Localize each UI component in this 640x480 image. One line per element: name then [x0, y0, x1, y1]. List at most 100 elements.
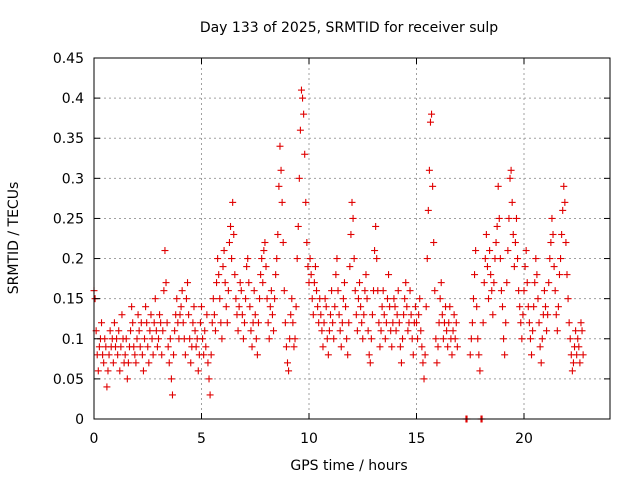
data-point	[350, 255, 358, 263]
data-point	[162, 279, 170, 287]
data-point	[334, 287, 342, 295]
data-point	[357, 303, 365, 311]
data-point	[228, 255, 236, 263]
data-point	[415, 311, 423, 319]
data-point	[151, 295, 159, 303]
x-tick-label: 15	[408, 431, 426, 447]
data-point	[332, 271, 340, 279]
data-point	[230, 230, 238, 238]
data-point	[345, 319, 353, 327]
data-point	[511, 239, 519, 247]
data-point	[413, 319, 420, 327]
data-point	[437, 279, 445, 287]
data-point	[201, 327, 209, 335]
data-point	[453, 343, 461, 351]
data-point	[208, 319, 216, 327]
data-point	[161, 247, 169, 255]
data-point	[191, 327, 199, 335]
data-point	[142, 303, 150, 311]
data-point	[352, 311, 360, 319]
data-point	[136, 343, 144, 351]
data-point	[310, 279, 318, 287]
data-point	[578, 327, 586, 335]
data-point	[223, 319, 231, 327]
data-point	[109, 359, 117, 367]
data-point	[114, 351, 122, 359]
data-point	[568, 367, 576, 375]
data-point	[446, 303, 454, 311]
data-point	[394, 287, 402, 295]
data-point	[289, 319, 297, 327]
data-point	[238, 311, 246, 319]
data-point	[308, 295, 316, 303]
data-point	[173, 295, 181, 303]
data-point	[382, 319, 390, 327]
data-point	[548, 214, 556, 222]
axis-ticks	[93, 57, 610, 420]
data-point	[171, 327, 179, 335]
data-point	[133, 335, 141, 343]
data-point	[275, 182, 283, 190]
data-point	[344, 351, 352, 359]
data-point	[116, 367, 124, 375]
data-point	[199, 335, 207, 343]
data-point	[547, 239, 555, 247]
data-point	[339, 295, 347, 303]
data-point	[143, 319, 151, 327]
data-point	[182, 295, 190, 303]
data-point	[550, 263, 558, 271]
data-point	[354, 295, 362, 303]
data-point	[577, 319, 585, 327]
data-point	[256, 295, 264, 303]
data-point	[487, 271, 495, 279]
data-point	[372, 222, 380, 230]
data-point	[333, 255, 341, 263]
data-point	[488, 287, 496, 295]
data-point	[338, 319, 346, 327]
data-point	[534, 295, 542, 303]
data-point	[303, 239, 311, 247]
data-points	[90, 86, 587, 423]
data-point	[512, 214, 520, 222]
data-point	[348, 198, 356, 206]
data-point	[294, 222, 302, 230]
data-point	[313, 287, 321, 295]
data-point	[505, 214, 513, 222]
data-point	[168, 391, 176, 399]
data-point	[554, 303, 562, 311]
data-point	[471, 271, 479, 279]
y-tick-label: 0.35	[53, 131, 84, 147]
data-point	[504, 247, 512, 255]
data-point	[141, 335, 149, 343]
data-point	[540, 287, 548, 295]
data-point	[311, 263, 319, 271]
data-point	[403, 303, 411, 311]
data-point	[389, 319, 397, 327]
data-point	[360, 311, 368, 319]
data-point	[196, 319, 204, 327]
data-point	[200, 351, 208, 359]
data-point	[519, 311, 527, 319]
data-point	[247, 327, 255, 335]
data-point	[531, 279, 539, 287]
data-point	[506, 174, 514, 182]
data-point	[246, 303, 254, 311]
y-tick-label: 0.15	[53, 292, 84, 308]
data-point	[319, 343, 327, 351]
data-point	[342, 303, 350, 311]
data-point	[302, 198, 310, 206]
data-point	[139, 367, 147, 375]
data-point	[502, 319, 510, 327]
data-point	[479, 319, 487, 327]
data-point	[245, 279, 253, 287]
data-point	[543, 327, 551, 335]
data-point	[428, 110, 436, 118]
data-point	[265, 335, 273, 343]
data-point	[364, 327, 372, 335]
data-point	[530, 303, 538, 311]
data-point	[134, 311, 142, 319]
y-tick-labels: 0 0.05 0.1 0.15 0.2 0.25 0.3 0.35 0.4 0.45	[53, 51, 84, 428]
data-point	[145, 359, 153, 367]
data-point	[366, 359, 374, 367]
data-point	[176, 311, 184, 319]
